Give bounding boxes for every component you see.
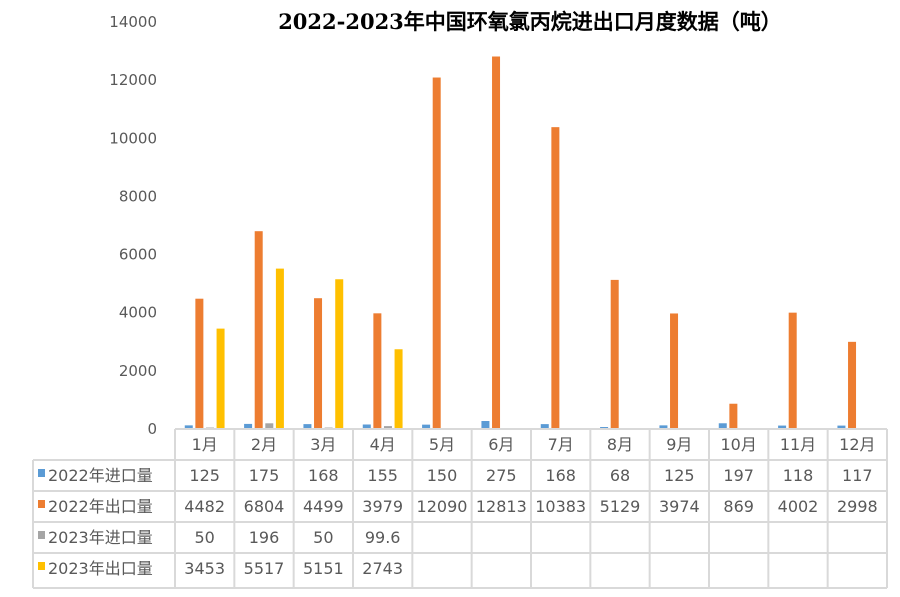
data-label: 3453 (184, 559, 225, 578)
data-label: 196 (249, 528, 280, 547)
bar-1-4 (432, 77, 441, 429)
bar-0-5 (481, 421, 490, 429)
data-label: 6804 (244, 497, 285, 516)
bar-2-1 (265, 423, 274, 429)
bar-0-2 (303, 424, 312, 429)
x-tick-label: 1月 (192, 435, 218, 454)
bar-3-3 (394, 349, 403, 429)
y-tick-label: 6000 (119, 246, 157, 264)
chart-title: 2022-2023年中国环氧氯丙烷进出口月度数据（吨） (278, 9, 782, 34)
data-label: 869 (723, 497, 754, 516)
data-label: 10383 (535, 497, 586, 516)
bar-1-9 (729, 403, 738, 429)
data-label: 99.6 (365, 528, 401, 547)
bar-1-7 (610, 279, 619, 429)
bar-0-3 (362, 424, 371, 429)
data-label: 5129 (600, 497, 641, 516)
x-tick-label: 3月 (310, 435, 336, 454)
legend-label: 2023年进口量 (48, 528, 153, 547)
data-label: 4482 (184, 497, 225, 516)
bar-0-4 (422, 424, 431, 429)
bar-0-10 (778, 425, 787, 429)
bar-1-2 (314, 298, 323, 429)
y-tick-label: 10000 (109, 129, 157, 147)
data-label: 50 (194, 528, 214, 547)
data-label: 117 (842, 466, 873, 485)
data-label: 2998 (837, 497, 878, 516)
bar-3-1 (275, 268, 284, 429)
data-label: 5151 (303, 559, 344, 578)
legend-label: 2023年出口量 (48, 559, 153, 578)
y-tick-label: 14000 (109, 13, 157, 31)
y-tick-label: 8000 (119, 187, 157, 205)
bar-1-3 (373, 313, 382, 429)
x-tick-label: 2月 (251, 435, 277, 454)
bar-1-1 (254, 231, 263, 429)
x-tick-label: 7月 (548, 435, 574, 454)
data-label: 155 (367, 466, 398, 485)
bar-0-9 (718, 423, 727, 429)
bar-0-0 (184, 425, 193, 429)
bar-1-11 (848, 341, 857, 429)
x-tick-label: 12月 (839, 435, 875, 454)
data-label: 4499 (303, 497, 344, 516)
y-tick-label: 2000 (119, 362, 157, 380)
bar-0-1 (244, 423, 253, 429)
data-label: 12813 (476, 497, 527, 516)
legend-label: 2022年出口量 (48, 497, 153, 516)
data-label: 2743 (362, 559, 403, 578)
x-tick-label: 6月 (488, 435, 514, 454)
legend-swatch-3 (38, 562, 45, 570)
x-tick-label: 8月 (607, 435, 633, 454)
x-tick-label: 10月 (720, 435, 756, 454)
data-label: 168 (308, 466, 339, 485)
data-label: 5517 (244, 559, 285, 578)
bar-0-6 (540, 424, 549, 429)
data-label: 4002 (778, 497, 819, 516)
data-label: 3974 (659, 497, 700, 516)
bar-1-8 (670, 313, 679, 429)
legend-swatch-2 (38, 531, 45, 539)
data-label: 125 (664, 466, 695, 485)
y-tick-label: 0 (147, 420, 157, 438)
data-label: 175 (249, 466, 280, 485)
legend-swatch-0 (38, 469, 45, 477)
bar-0-11 (837, 425, 846, 429)
data-label: 197 (723, 466, 754, 485)
bar-1-10 (788, 312, 797, 429)
data-label: 118 (783, 466, 814, 485)
bar-0-8 (659, 425, 668, 429)
data-label: 3979 (362, 497, 403, 516)
bar-2-3 (383, 426, 392, 429)
bar-3-0 (216, 328, 225, 429)
data-label: 50 (313, 528, 333, 547)
data-label: 125 (189, 466, 220, 485)
legend-swatch-1 (38, 500, 45, 508)
bar-1-5 (492, 56, 501, 430)
y-tick-label: 12000 (109, 71, 157, 89)
x-tick-label: 4月 (370, 435, 396, 454)
x-tick-label: 5月 (429, 435, 455, 454)
data-label: 150 (427, 466, 458, 485)
bar-3-2 (335, 279, 344, 429)
x-tick-label: 9月 (666, 435, 692, 454)
y-tick-label: 4000 (119, 304, 157, 322)
bar-1-6 (551, 127, 560, 429)
data-label: 12090 (417, 497, 468, 516)
data-label: 275 (486, 466, 517, 485)
data-label: 68 (610, 466, 630, 485)
bar-1-0 (195, 298, 204, 429)
legend-label: 2022年进口量 (48, 466, 153, 485)
data-label: 168 (545, 466, 576, 485)
x-tick-label: 11月 (780, 435, 816, 454)
